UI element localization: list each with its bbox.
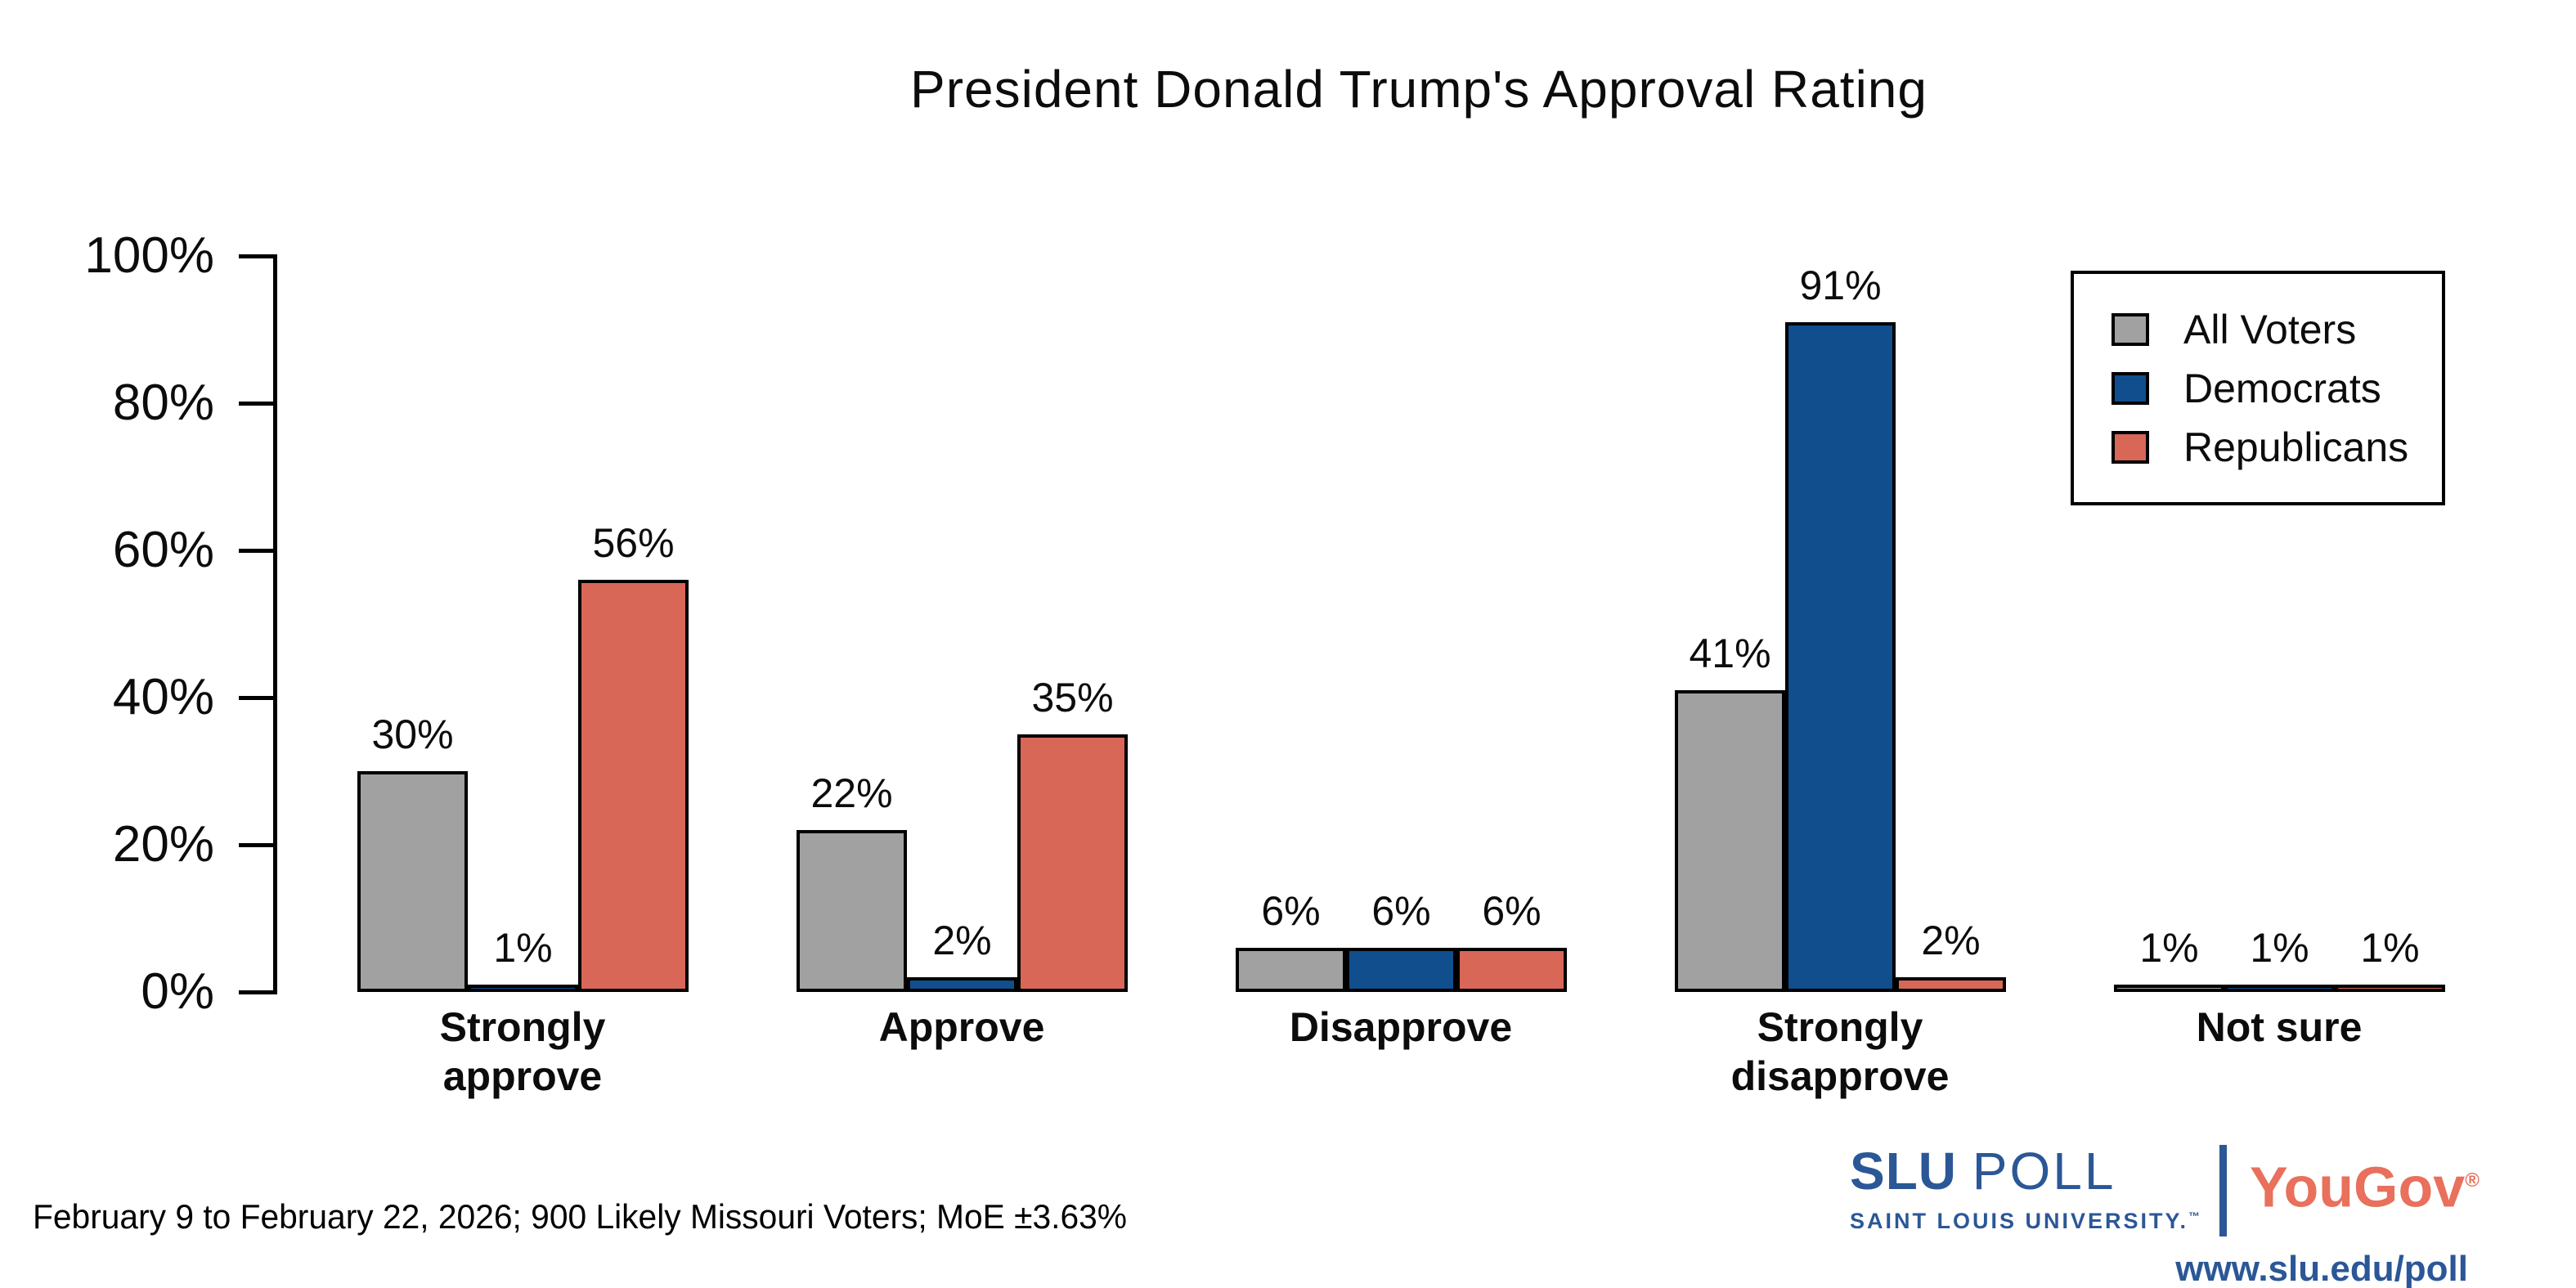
y-tick-label-100: 100%	[84, 227, 214, 284]
y-tick-label-80: 80%	[112, 375, 214, 431]
legend-row-all-voters: All Voters	[2112, 300, 2442, 359]
legend-swatch-republicans	[2112, 430, 2149, 464]
bar-democrats-disapprove	[1346, 948, 1456, 992]
bar-value-label: 6%	[1371, 888, 1431, 934]
legend-row-democrats: Democrats	[2112, 359, 2442, 418]
legend-rows: All Voters Democrats Republicans	[2112, 300, 2442, 477]
slu-wordmark-primary: SLU	[1850, 1142, 1957, 1200]
legend-label: Republicans	[2183, 424, 2409, 470]
y-tick-60	[239, 549, 276, 553]
y-tick-label-20: 20%	[112, 816, 214, 873]
bar-value-label: 30%	[371, 711, 454, 757]
category-label-approve: Approve	[878, 1004, 1045, 1050]
category-label-strongly-approve: Strongly approve	[439, 1004, 606, 1099]
y-tick-label-60: 60%	[112, 522, 214, 578]
footnote: February 9 to February 22, 2026; 900 Lik…	[33, 1197, 1128, 1236]
bar-value-label: 1%	[2360, 925, 2420, 971]
bar-all-voters-strongly-approve	[357, 771, 468, 992]
category-label-strongly-disapprove: Strongly disapprove	[1730, 1004, 1950, 1099]
legend-row-republicans: Republicans	[2112, 418, 2442, 477]
category-label-disapprove: Disapprove	[1289, 1004, 1513, 1050]
bar-democrats-strongly-disapprove	[1785, 322, 1896, 992]
bar-all-voters-disapprove	[1236, 948, 1346, 992]
slu-wordmark-secondary: POLL	[1972, 1142, 2116, 1200]
bar-republicans-approve	[1017, 734, 1128, 992]
legend-box: All Voters Democrats Republicans	[2071, 271, 2445, 505]
y-tick-100	[239, 254, 276, 258]
legend-label: All Voters	[2183, 306, 2357, 352]
branding-block: SLU POLL SAINT LOUIS UNIVERSITY.™ YouGov…	[1850, 1143, 2480, 1288]
bar-democrats-approve	[907, 977, 1017, 992]
y-tick-80	[239, 402, 276, 406]
legend-swatch-democrats	[2112, 371, 2149, 405]
slu-poll-wordmark: SLU POLL	[1850, 1143, 2200, 1199]
logo-row: SLU POLL SAINT LOUIS UNIVERSITY.™ YouGov…	[1850, 1143, 2480, 1236]
bar-value-label: 2%	[1921, 918, 1981, 963]
bar-republicans-strongly-approve	[578, 580, 689, 992]
bar-democrats-strongly-approve	[468, 985, 578, 992]
bar-value-label: 22%	[810, 770, 893, 816]
bar-republicans-strongly-disapprove	[1896, 977, 2006, 992]
bar-value-label: 56%	[592, 520, 675, 566]
y-tick-label-0: 0%	[141, 963, 214, 1020]
bar-all-voters-not-sure	[2114, 985, 2224, 992]
bar-value-label: 35%	[1031, 675, 1114, 720]
bar-democrats-not-sure	[2224, 985, 2335, 992]
legend-swatch-all-voters	[2112, 312, 2149, 346]
bar-value-label: 1%	[493, 925, 553, 971]
slu-university-subtext: SAINT LOUIS UNIVERSITY.™	[1850, 1209, 2201, 1233]
slu-poll-url: www.slu.edu/poll	[2175, 1249, 2468, 1288]
chart-title: President Donald Trump's Approval Rating	[910, 60, 1928, 119]
bar-republicans-disapprove	[1456, 948, 1567, 992]
bar-value-label: 1%	[2250, 925, 2309, 971]
bar-value-label: 41%	[1689, 631, 1771, 676]
y-tick-40	[239, 696, 276, 700]
bar-value-label: 6%	[1482, 888, 1542, 934]
y-tick-label-40: 40%	[112, 669, 214, 725]
bar-all-voters-approve	[797, 830, 907, 992]
y-axis-line	[273, 254, 277, 994]
slu-poll-logo: SLU POLL SAINT LOUIS UNIVERSITY.™	[1850, 1143, 2200, 1233]
y-tick-20	[239, 843, 276, 847]
y-tick-0	[239, 990, 276, 994]
bar-value-label: 6%	[1261, 888, 1321, 934]
bar-all-voters-strongly-disapprove	[1675, 690, 1785, 992]
logo-divider	[2219, 1145, 2228, 1236]
registered-symbol: ®	[2465, 1169, 2480, 1192]
yougov-logo: YouGov®	[2250, 1155, 2480, 1219]
bar-value-label: 91%	[1799, 263, 1882, 308]
trademark-symbol: ™	[2188, 1209, 2201, 1223]
bar-value-label: 1%	[2139, 925, 2199, 971]
bar-republicans-not-sure	[2335, 985, 2445, 992]
category-label-not-sure: Not sure	[2196, 1004, 2363, 1050]
bar-value-label: 2%	[932, 918, 992, 963]
legend-label: Democrats	[2183, 365, 2381, 411]
